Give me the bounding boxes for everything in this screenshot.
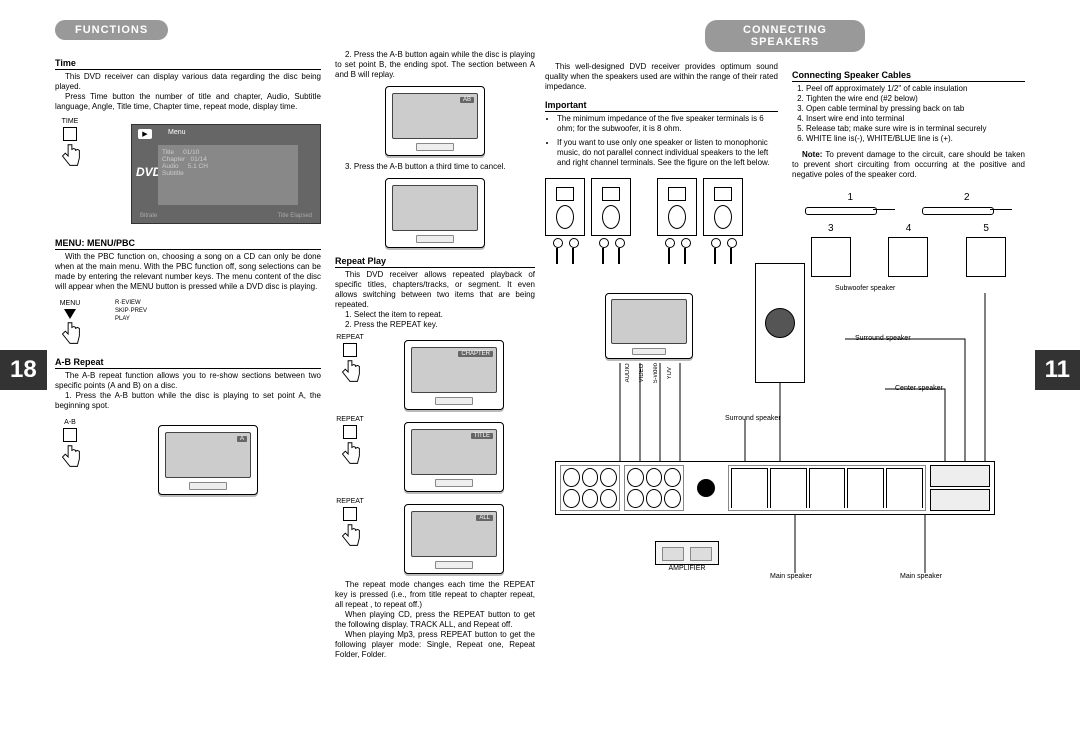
- menu-btn-label: MENU: [60, 300, 81, 309]
- terminal-icon: [549, 238, 565, 264]
- page-functions: FUNCTIONS Time This DVD receiver can dis…: [55, 20, 535, 660]
- repeat-button-icon: [343, 425, 357, 439]
- amplifier-icon: [655, 541, 719, 565]
- terminal-icon: [565, 238, 581, 264]
- amp-label: AMPLIFIER: [669, 565, 706, 574]
- page-number-left: 18: [0, 350, 47, 390]
- speaker-terminals: [728, 465, 926, 511]
- section-ab-repeat: A-B Repeat: [55, 357, 321, 369]
- note-text: Note: To prevent damage to the circuit, …: [792, 150, 1025, 180]
- time-text-1: This DVD receiver can display various da…: [55, 72, 321, 92]
- diag-num-4: 4: [906, 223, 912, 236]
- badge-chapter: CHAPTER: [458, 351, 493, 357]
- badge-ab: AB: [460, 97, 474, 103]
- terminal-icon: [661, 238, 677, 264]
- terminal-icon: [707, 238, 723, 264]
- section-menu-pbc: MENU: MENU/PBC: [55, 238, 321, 250]
- tv-icon: ALL: [404, 504, 504, 574]
- repeat-text-2: The repeat mode changes each time the RE…: [335, 580, 535, 610]
- repeat-btn-label-2: REPEAT: [336, 416, 364, 425]
- tv-icon: TITLE: [404, 422, 504, 492]
- repeat-button-icon: [343, 343, 357, 357]
- main-spk-l: Main speaker: [770, 573, 812, 582]
- ab-text-1: The A-B repeat function allows you to re…: [55, 371, 321, 391]
- diag-num-3: 3: [828, 223, 834, 236]
- tv-icon: [385, 178, 485, 248]
- terminal-icon: [677, 238, 693, 264]
- repeat-btn-label: REPEAT: [336, 334, 364, 343]
- osd-foot-1: Bitrate: [140, 213, 157, 219]
- repeat-text-3: When playing CD, press the REPEAT button…: [335, 610, 535, 630]
- hand-icon: [55, 442, 85, 472]
- hand-icon: [55, 319, 85, 349]
- menu-down-icon: [64, 309, 76, 319]
- wire-strip-icon: [805, 207, 895, 213]
- speaker-icon: [591, 178, 631, 236]
- repeat-step2: 2. Press the REPEAT key.: [335, 320, 535, 330]
- page-number-right: 11: [1035, 350, 1080, 390]
- badge-title: TITLE: [471, 433, 493, 439]
- clip-icon: [888, 237, 928, 277]
- tv-icon: AB: [385, 86, 485, 156]
- clip-icon: [811, 237, 851, 277]
- page-connecting: CONNECTINGSPEAKERS This well-designed DV…: [545, 20, 1025, 593]
- repeat-text-1: This DVD receiver allows repeated playba…: [335, 270, 535, 310]
- rca-block: [624, 465, 684, 511]
- osd-foot-2: Title Elapsed: [278, 213, 312, 219]
- time-button-icon: [63, 127, 77, 141]
- menu-pbc-text: With the PBC function on, choosing a son…: [55, 252, 321, 292]
- badge-a: A: [237, 436, 247, 442]
- terminal-icon: [611, 238, 627, 264]
- connecting-pill: CONNECTINGSPEAKERS: [705, 20, 865, 52]
- repeat-button-icon: [343, 507, 357, 521]
- wire-strip-icon: [922, 207, 1012, 213]
- hand-icon: [335, 521, 365, 551]
- section-repeat: Repeat Play: [335, 256, 535, 268]
- section-important: Important: [545, 100, 778, 112]
- section-time: Time: [55, 58, 321, 70]
- sub-out-jack: [688, 465, 724, 511]
- section-cables: Connecting Speaker Cables: [792, 70, 1025, 82]
- receiver-back-panel: [555, 461, 995, 515]
- ab-text-4: 3. Press the A-B button a third time to …: [335, 162, 535, 172]
- diag-num-1: 1: [847, 192, 853, 205]
- terminal-icon: [595, 238, 611, 264]
- rca-block: [560, 465, 620, 511]
- intro-text: This well-designed DVD receiver provides…: [545, 62, 778, 92]
- important-list: The minimum impedance of the five speake…: [545, 114, 778, 168]
- ab-text-3: 2. Press the A-B button again while the …: [335, 50, 535, 80]
- repeat-text-4: When playing Mp3, press REPEAT button to…: [335, 630, 535, 660]
- osd-play-icon: ▶: [138, 129, 152, 139]
- menu-sub-labels: R·EVIEW SKIP·PREV PLAY: [115, 300, 147, 323]
- cable-steps: Peel off approximately 1/2" of cable ins…: [792, 84, 1025, 144]
- repeat-step1: 1. Select the item to repeat.: [335, 310, 535, 320]
- hand-icon: [335, 357, 365, 387]
- dvd-osd: ▶ Menu DVD Title 01/10 Chapter 01/14 Aud…: [131, 124, 321, 224]
- speaker-icon: [545, 178, 585, 236]
- ab-button-icon: [63, 428, 77, 442]
- connection-diagram: AUDIO VIDEO S-video YUV Subwoofer speake…: [545, 293, 1025, 593]
- speaker-icon: [657, 178, 697, 236]
- tv-icon: A: [158, 425, 258, 495]
- time-btn-label: TIME: [62, 118, 79, 127]
- functions-pill: FUNCTIONS: [55, 20, 168, 40]
- repeat-btn-label-3: REPEAT: [336, 498, 364, 507]
- main-spk-r: Main speaker: [900, 573, 942, 582]
- tv-icon: CHAPTER: [404, 340, 504, 410]
- osd-inner: Title 01/10 Chapter 01/14 Audio 5.1 CH S…: [158, 145, 298, 205]
- warning-labels: [930, 465, 990, 511]
- hand-icon: [55, 141, 85, 171]
- ab-btn-label: A-B: [64, 419, 76, 428]
- clip-icon: [966, 237, 1006, 277]
- terminal-icon: [723, 238, 739, 264]
- speaker-icon: [703, 178, 743, 236]
- ab-text-2: 1. Press the A-B button while the disc i…: [55, 391, 321, 411]
- diag-num-5: 5: [983, 223, 989, 236]
- badge-all: ALL: [476, 515, 493, 521]
- osd-menu-label: Menu: [168, 129, 186, 136]
- wiring-lines: [545, 293, 1005, 593]
- diag-num-2: 2: [964, 192, 970, 205]
- hand-icon: [335, 439, 365, 469]
- time-text-2: Press Time button the number of title an…: [55, 92, 321, 112]
